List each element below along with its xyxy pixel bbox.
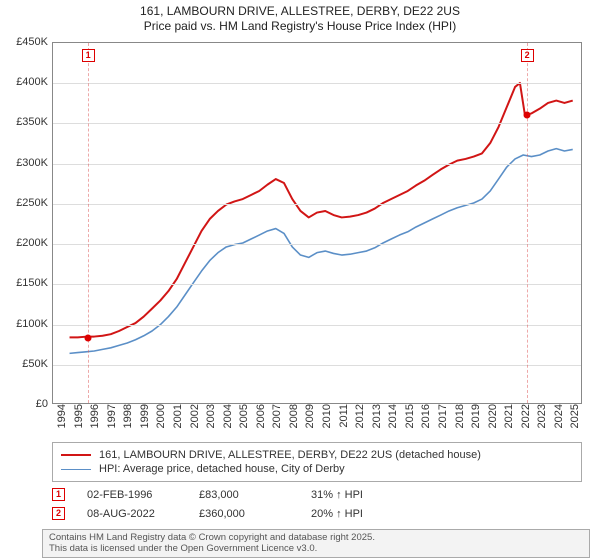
chart-container: 161, LAMBOURN DRIVE, ALLESTREE, DERBY, D…	[0, 0, 600, 560]
legend-row-2: HPI: Average price, detached house, City…	[61, 462, 573, 476]
sale-marker-1: 1	[52, 488, 65, 501]
x-tick-label: 2021	[503, 404, 515, 438]
x-tick-label: 1998	[122, 404, 134, 438]
sale-guideline	[527, 43, 528, 403]
sale-date-2: 08-AUG-2022	[87, 508, 177, 520]
sale-marker-box: 1	[82, 49, 95, 62]
sale-row-1: 1 02-FEB-1996 £83,000 31% ↑ HPI	[52, 488, 582, 501]
chart-title: 161, LAMBOURN DRIVE, ALLESTREE, DERBY, D…	[0, 0, 600, 36]
x-tick-label: 2005	[238, 404, 250, 438]
gridline	[53, 325, 581, 326]
y-tick-label: £450K	[2, 36, 48, 48]
y-tick-label: £0	[2, 398, 48, 410]
plot-area: 12	[52, 42, 582, 404]
sale-date-1: 02-FEB-1996	[87, 489, 177, 501]
legend: 161, LAMBOURN DRIVE, ALLESTREE, DERBY, D…	[52, 442, 582, 482]
sale-price-2: £360,000	[199, 508, 289, 520]
x-tick-label: 2012	[354, 404, 366, 438]
footer: Contains HM Land Registry data © Crown c…	[42, 529, 590, 558]
sale-diff-1: 31% ↑ HPI	[311, 489, 401, 501]
x-tick-label: 2011	[338, 404, 350, 438]
x-tick-label: 2013	[371, 404, 383, 438]
x-tick-label: 2016	[420, 404, 432, 438]
gridline	[53, 123, 581, 124]
x-tick-label: 2001	[172, 404, 184, 438]
x-tick-label: 2004	[222, 404, 234, 438]
legend-swatch-2	[61, 469, 91, 470]
sale-diff-2: 20% ↑ HPI	[311, 508, 401, 520]
sale-marker-2: 2	[52, 507, 65, 520]
x-tick-label: 2025	[569, 404, 581, 438]
x-tick-label: 2009	[304, 404, 316, 438]
y-tick-label: £350K	[2, 116, 48, 128]
y-tick-label: £400K	[2, 76, 48, 88]
x-tick-label: 2024	[553, 404, 565, 438]
x-tick-label: 2008	[288, 404, 300, 438]
sale-price-1: £83,000	[199, 489, 289, 501]
gridline	[53, 365, 581, 366]
gridline	[53, 284, 581, 285]
x-tick-label: 2017	[437, 404, 449, 438]
sale-dot	[523, 112, 530, 119]
sale-row-2: 2 08-AUG-2022 £360,000 20% ↑ HPI	[52, 507, 582, 520]
sale-marker-box: 2	[521, 49, 534, 62]
x-tick-label: 2019	[470, 404, 482, 438]
y-tick-label: £50K	[2, 358, 48, 370]
x-tick-label: 2014	[387, 404, 399, 438]
x-tick-label: 2002	[189, 404, 201, 438]
legend-label-2: HPI: Average price, detached house, City…	[99, 463, 345, 475]
x-tick-label: 1996	[89, 404, 101, 438]
y-tick-label: £200K	[2, 237, 48, 249]
footer-line-1: Contains HM Land Registry data © Crown c…	[49, 532, 583, 543]
footer-line-2: This data is licensed under the Open Gov…	[49, 543, 583, 554]
gridline	[53, 164, 581, 165]
x-tick-label: 2015	[404, 404, 416, 438]
x-tick-label: 2000	[155, 404, 167, 438]
legend-swatch-1	[61, 454, 91, 456]
x-tick-label: 1995	[73, 404, 85, 438]
x-tick-label: 2020	[487, 404, 499, 438]
x-tick-label: 1997	[106, 404, 118, 438]
gridline	[53, 244, 581, 245]
y-tick-label: £100K	[2, 318, 48, 330]
y-tick-label: £300K	[2, 157, 48, 169]
x-tick-label: 2010	[321, 404, 333, 438]
x-tick-label: 2006	[255, 404, 267, 438]
x-tick-label: 1994	[56, 404, 68, 438]
title-line-2: Price paid vs. HM Land Registry's House …	[0, 19, 600, 34]
title-line-1: 161, LAMBOURN DRIVE, ALLESTREE, DERBY, D…	[0, 4, 600, 19]
gridline	[53, 83, 581, 84]
x-tick-label: 2023	[536, 404, 548, 438]
series-price_paid	[70, 83, 573, 337]
x-tick-label: 2018	[454, 404, 466, 438]
x-tick-label: 2003	[205, 404, 217, 438]
y-tick-label: £250K	[2, 197, 48, 209]
legend-row-1: 161, LAMBOURN DRIVE, ALLESTREE, DERBY, D…	[61, 448, 573, 462]
series-hpi	[70, 149, 573, 354]
legend-label-1: 161, LAMBOURN DRIVE, ALLESTREE, DERBY, D…	[99, 449, 481, 461]
gridline	[53, 204, 581, 205]
x-tick-label: 1999	[139, 404, 151, 438]
sale-guideline	[88, 43, 89, 403]
y-tick-label: £150K	[2, 277, 48, 289]
x-tick-label: 2007	[271, 404, 283, 438]
x-tick-label: 2022	[520, 404, 532, 438]
sale-dot	[84, 335, 91, 342]
series-svg	[53, 43, 581, 403]
